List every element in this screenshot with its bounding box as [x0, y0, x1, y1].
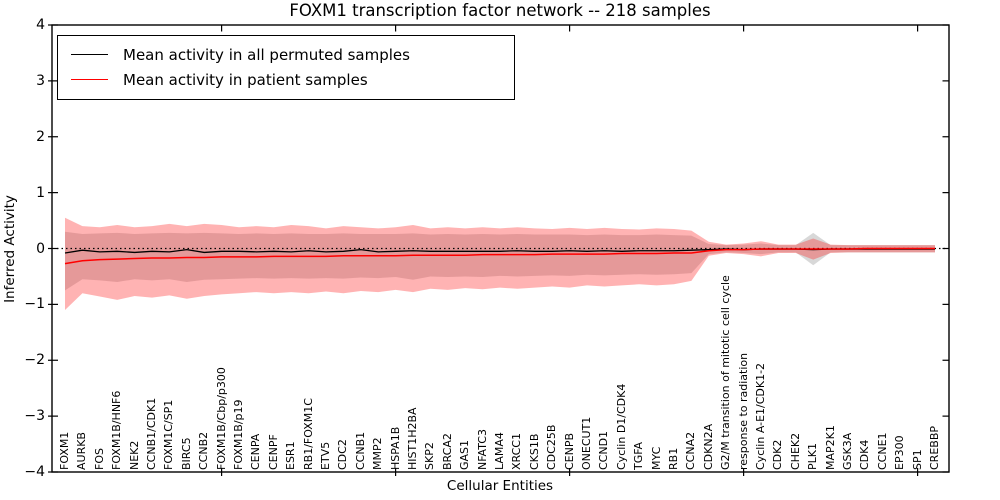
- x-tick-label: HSPA1B: [388, 426, 402, 470]
- x-tick-label: CDK4: [858, 439, 872, 470]
- x-tick-label: TGFA: [632, 441, 646, 470]
- x-tick-label: CCNE1: [875, 432, 889, 470]
- x-tick-label: Cyclin A-E1/CDK1-2: [754, 362, 767, 470]
- chart-title: FOXM1 transcription factor network -- 21…: [289, 1, 711, 20]
- x-tick-label: FOXM1C/SP1: [162, 399, 176, 470]
- x-tick-label: RB1/FOXM1C: [301, 398, 315, 470]
- x-tick-label: FOXM1B/Cbp/p300: [214, 367, 228, 470]
- x-tick-label: ESR1: [284, 441, 298, 470]
- x-tick-label: FOXM1: [58, 431, 71, 470]
- x-tick-label: SP1: [910, 449, 924, 470]
- x-tick-label: CDKN2A: [701, 423, 715, 470]
- x-tick-label: XRCC1: [510, 433, 524, 470]
- x-tick-label: NFATC3: [475, 429, 489, 470]
- y-tick-label: −4: [24, 464, 45, 480]
- x-tick-label: LAMA4: [493, 432, 506, 470]
- x-tick-label: CCNB1/CDK1: [145, 397, 158, 470]
- x-tick-label: CREBBP: [928, 426, 941, 470]
- x-tick-label: HIST1H2BA: [406, 407, 419, 470]
- x-tick-label: ONECUT1: [580, 416, 593, 470]
- x-tick-label: CCNB2: [197, 431, 211, 470]
- x-tick-label: NEK2: [127, 440, 141, 470]
- x-tick-label: GSK3A: [841, 432, 854, 470]
- x-tick-label: MAP2K1: [823, 425, 837, 470]
- y-tick-label: 1: [36, 184, 45, 201]
- legend: Mean activity in all permuted samples Me…: [57, 35, 515, 100]
- x-tick-label: FOXM1B/p19: [232, 399, 245, 470]
- patient-samples-range-band: [65, 217, 935, 310]
- x-tick-label: CCNA2: [684, 431, 698, 470]
- x-tick-label: CENPA: [249, 433, 263, 470]
- x-tick-label: CKS1B: [527, 433, 541, 470]
- x-tick-label: MYC: [649, 446, 663, 470]
- x-tick-label: CENPF: [266, 434, 280, 470]
- x-tick-label: CENPB: [562, 432, 576, 470]
- y-tick-label: 4: [36, 17, 45, 33]
- x-tick-label: EP300: [893, 435, 907, 470]
- x-tick-label: GAS1: [458, 439, 472, 470]
- x-tick-label: BRCA2: [440, 433, 454, 470]
- x-tick-label: CDK2: [771, 439, 785, 470]
- y-tick-label: −2: [24, 352, 45, 369]
- legend-item-permuted: Mean activity in all permuted samples: [58, 42, 514, 67]
- x-tick-label: ETV5: [319, 441, 332, 470]
- x-tick-label: MMP2: [371, 437, 385, 470]
- x-tick-label: AURKB: [75, 432, 89, 470]
- legend-label-patient: Mean activity in patient samples: [123, 70, 368, 89]
- x-tick-label: CCND1: [597, 430, 611, 470]
- y-tick-label: 2: [36, 128, 45, 145]
- x-tick-label: PLK1: [806, 443, 820, 470]
- x-tick-label: FOS: [92, 448, 106, 470]
- permuted-line-swatch: [71, 54, 108, 55]
- y-tick-label: −1: [24, 296, 45, 313]
- patient-line-swatch: [71, 79, 108, 80]
- y-tick-label: 3: [36, 72, 45, 89]
- x-tick-label: CHEK2: [788, 432, 802, 470]
- y-tick-label: 0: [36, 240, 45, 257]
- legend-label-permuted: Mean activity in all permuted samples: [123, 45, 410, 64]
- x-tick-label: CDC25B: [545, 424, 559, 470]
- x-tick-label: Cyclin D1/CDK4: [614, 383, 628, 470]
- x-tick-label: response to radiation: [736, 352, 750, 470]
- x-tick-label: FOXM1B/HNF6: [110, 390, 124, 470]
- patient-mean-line: [64, 247, 935, 265]
- legend-item-patient: Mean activity in patient samples: [58, 67, 514, 92]
- x-tick-label: RB1: [667, 447, 680, 470]
- permuted-samples-range-band: [65, 231, 935, 291]
- x-tick-label: CDC2: [336, 439, 350, 470]
- x-tick-label: CCNB1: [353, 431, 367, 470]
- x-tick-label: G2/M transition of mitotic cell cycle: [719, 275, 733, 470]
- y-tick-label: −3: [24, 408, 45, 425]
- x-tick-label: SKP2: [423, 442, 437, 470]
- x-axis-label: Cellular Entities: [446, 478, 554, 494]
- x-tick-label: BIRC5: [179, 437, 193, 470]
